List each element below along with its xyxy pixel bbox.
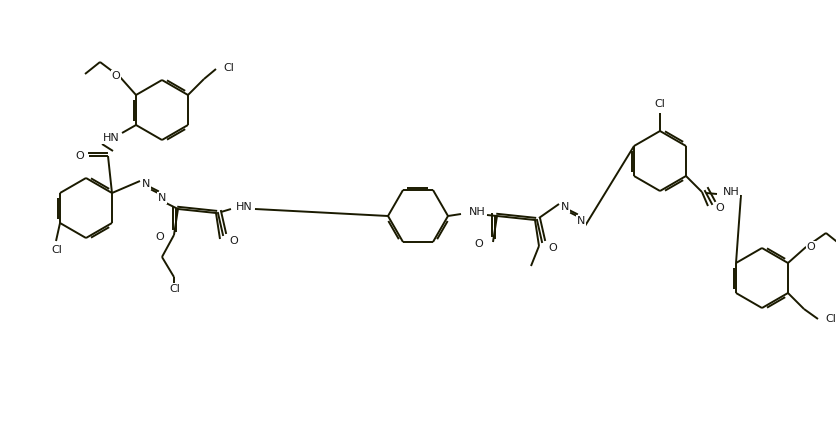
- Text: O: O: [548, 243, 557, 253]
- Text: O: O: [806, 242, 814, 252]
- Text: HN: HN: [235, 202, 252, 212]
- Text: HN: HN: [103, 133, 120, 143]
- Text: NH: NH: [468, 207, 485, 217]
- Text: Cl: Cl: [824, 314, 835, 324]
- Text: O: O: [75, 151, 84, 161]
- Text: O: O: [229, 236, 238, 246]
- Text: Cl: Cl: [654, 99, 665, 109]
- Text: Cl: Cl: [223, 63, 234, 73]
- Text: NH: NH: [721, 187, 738, 197]
- Text: N: N: [576, 216, 584, 226]
- Text: Cl: Cl: [170, 284, 181, 294]
- Text: N: N: [141, 179, 150, 189]
- Text: O: O: [155, 232, 164, 242]
- Text: O: O: [474, 239, 483, 249]
- Text: N: N: [560, 202, 568, 212]
- Text: O: O: [111, 71, 120, 81]
- Text: Cl: Cl: [52, 245, 63, 255]
- Text: N: N: [158, 193, 166, 203]
- Text: O: O: [715, 203, 723, 213]
